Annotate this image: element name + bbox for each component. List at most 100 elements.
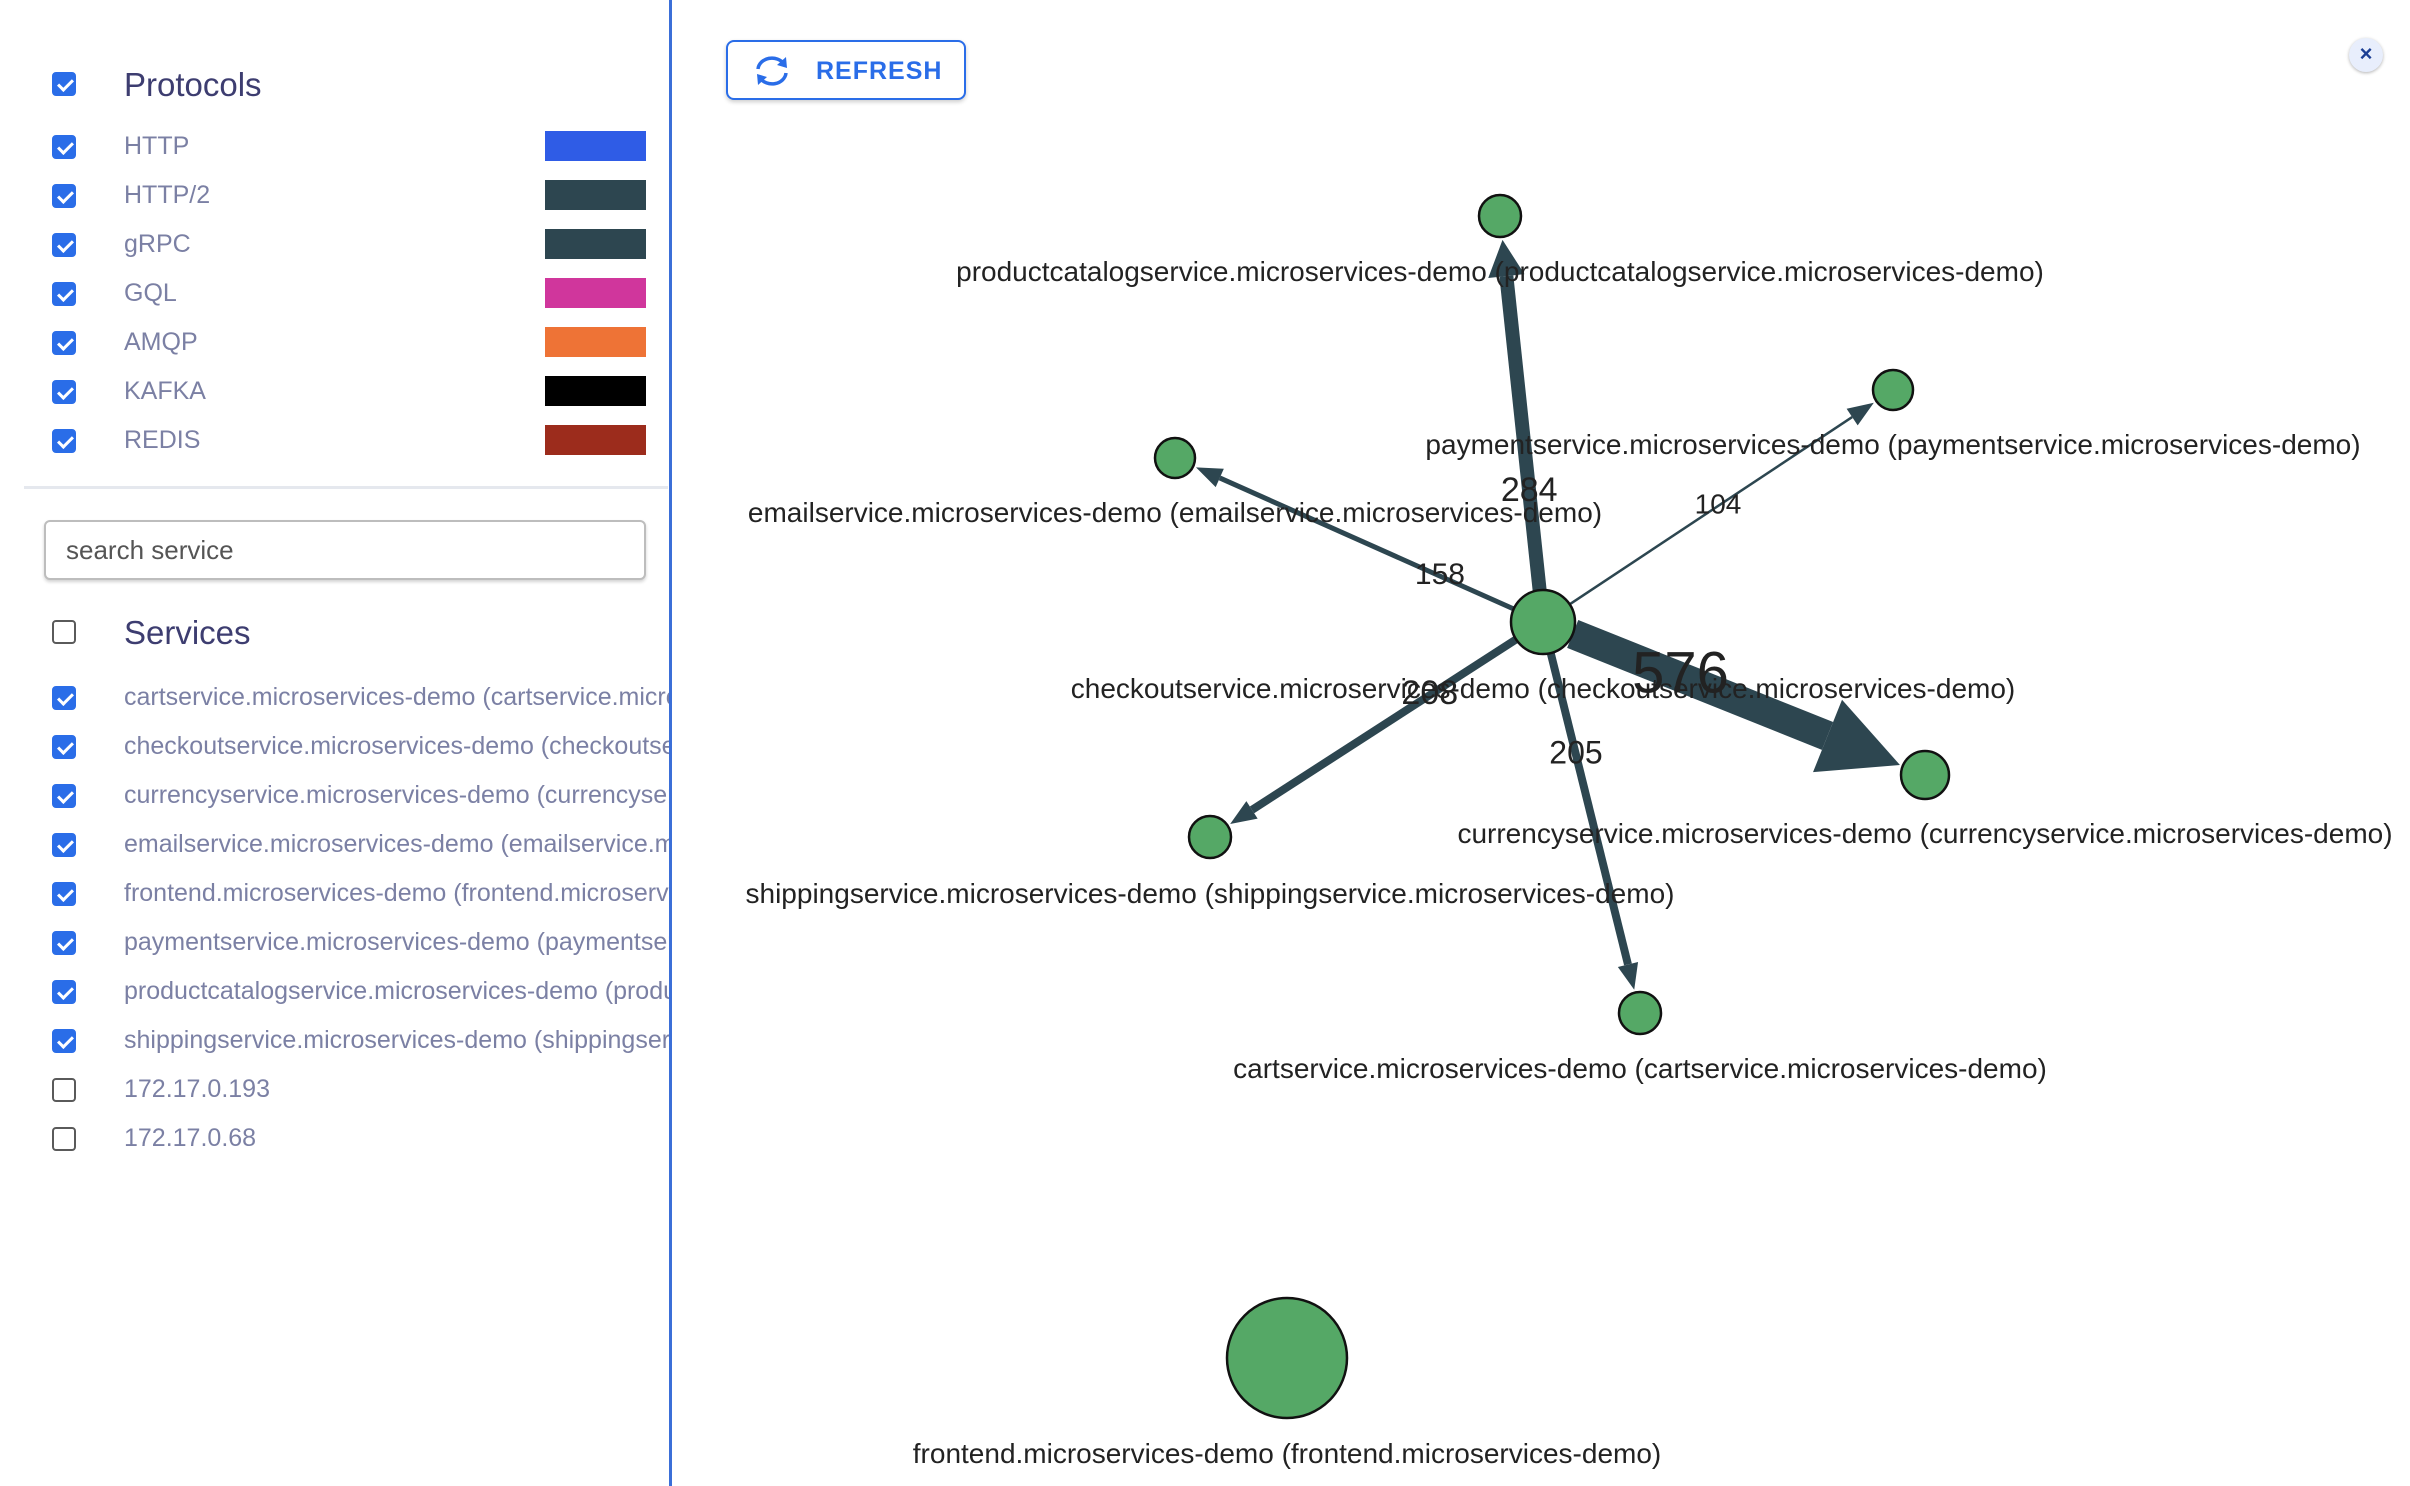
- edge-arrowhead: [1230, 801, 1258, 824]
- edge-arrowhead: [1196, 467, 1224, 488]
- graph-node-paymentservice[interactable]: paymentservice.microservices-demo (payme…: [1425, 368, 2361, 460]
- service-checkbox[interactable]: [52, 980, 76, 1004]
- protocol-checkbox-gql[interactable]: [52, 282, 76, 306]
- graph-node-shippingservice[interactable]: shippingservice.microservices-demo (ship…: [746, 814, 1675, 909]
- edge-shippingservice[interactable]: [1249, 635, 1519, 814]
- service-row: checkoutservice.microservices-demo (chec…: [0, 727, 669, 767]
- graph-node-checkoutservice[interactable]: checkoutservice.microservices-demo (chec…: [1071, 588, 2016, 704]
- service-checkbox[interactable]: [52, 1127, 76, 1151]
- service-checkbox[interactable]: [52, 882, 76, 906]
- nodes-layer: productcatalogservice.microservices-demo…: [746, 193, 2393, 1469]
- edge-count-label: 158: [1415, 558, 1465, 591]
- node-circle[interactable]: [1187, 814, 1233, 860]
- close-icon: ×: [2359, 41, 2373, 66]
- protocol-row-redis: REDIS: [0, 421, 669, 461]
- graph-node-currencyservice[interactable]: currencyservice.microservices-demo (curr…: [1457, 749, 2393, 849]
- protocol-color-swatch: [545, 327, 646, 357]
- edge-currencyservice[interactable]: [1567, 619, 1834, 750]
- service-row: 172.17.0.68: [0, 1119, 669, 1159]
- node-circle[interactable]: [1477, 193, 1523, 239]
- protocol-checkbox-amqp[interactable]: [52, 331, 76, 355]
- filter-sidebar: Protocols HTTP HTTP/2 gRPC GQL AMQP KAFK…: [0, 0, 672, 1486]
- edge-arrowhead: [1617, 961, 1639, 990]
- close-button[interactable]: ×: [2349, 38, 2383, 72]
- graph-node-cartservice[interactable]: cartservice.microservices-demo (cartserv…: [1233, 990, 2047, 1084]
- protocol-row-gql: GQL: [0, 274, 669, 314]
- protocols-title: Protocols: [124, 66, 262, 103]
- service-checkbox[interactable]: [52, 931, 76, 955]
- service-label: productcatalogservice.microservices-demo…: [124, 977, 669, 1005]
- edge-cartservice[interactable]: [1546, 652, 1632, 966]
- service-label: cartservice.microservices-demo (cartserv…: [124, 683, 669, 711]
- service-row: paymentservice.microservices-demo (payme…: [0, 923, 669, 963]
- service-row: emailservice.microservices-demo (emailse…: [0, 825, 672, 865]
- node-label: cartservice.microservices-demo (cartserv…: [1233, 1053, 2047, 1084]
- service-row: shippingservice.microservices-demo (ship…: [0, 1021, 669, 1061]
- services-title: Services: [124, 614, 251, 651]
- service-checkbox[interactable]: [52, 784, 76, 808]
- service-label: 172.17.0.68: [124, 1124, 257, 1152]
- protocol-checkbox-http2[interactable]: [52, 184, 76, 208]
- protocol-label: HTTP/2: [124, 181, 211, 209]
- protocol-color-swatch: [545, 425, 646, 455]
- graph-node-emailservice[interactable]: emailservice.microservices-demo (emailse…: [748, 436, 1602, 528]
- protocol-color-swatch: [545, 131, 646, 161]
- protocol-label: GQL: [124, 279, 177, 307]
- protocol-checkbox-kafka[interactable]: [52, 380, 76, 404]
- protocol-label: gRPC: [124, 230, 191, 258]
- edge-arrowhead: [1813, 699, 1900, 773]
- service-label: 172.17.0.193: [124, 1075, 270, 1103]
- services-header: Services: [0, 608, 669, 656]
- node-circle[interactable]: [1871, 368, 1915, 412]
- edge-paymentservice[interactable]: [1568, 416, 1853, 606]
- refresh-button[interactable]: REFRESH: [726, 40, 966, 100]
- node-label: emailservice.microservices-demo (emailse…: [748, 497, 1602, 528]
- service-label: checkoutservice.microservices-demo (chec…: [124, 732, 669, 760]
- service-label: frontend.microservices-demo (frontend.mi…: [124, 879, 669, 907]
- node-circle[interactable]: [1225, 1296, 1349, 1420]
- protocol-checkbox-http[interactable]: [52, 135, 76, 159]
- protocol-checkbox-redis[interactable]: [52, 429, 76, 453]
- services-select-all-checkbox[interactable]: [52, 620, 76, 644]
- service-checkbox[interactable]: [52, 833, 76, 857]
- graph-node-frontend[interactable]: frontend.microservices-demo (frontend.mi…: [913, 1296, 1661, 1469]
- refresh-button-label: REFRESH: [816, 57, 943, 85]
- edge-count-label: 284: [1501, 471, 1558, 509]
- edge-emailservice[interactable]: [1218, 475, 1515, 612]
- service-row: 172.17.0.193: [0, 1070, 669, 1110]
- service-checkbox[interactable]: [52, 1078, 76, 1102]
- service-checkbox[interactable]: [52, 735, 76, 759]
- protocols-header: Protocols: [0, 60, 669, 108]
- edge-productcatalogservice[interactable]: [1499, 275, 1547, 591]
- node-label: checkoutservice.microservices-demo (chec…: [1071, 673, 2016, 704]
- protocol-label: KAFKA: [124, 377, 206, 405]
- node-circle[interactable]: [1153, 436, 1197, 480]
- service-map-graph[interactable]: productcatalogservice.microservices-demo…: [675, 0, 2410, 1486]
- protocol-row-http2: HTTP/2: [0, 176, 669, 216]
- refresh-icon: [756, 56, 788, 86]
- service-checkbox[interactable]: [52, 1029, 76, 1053]
- protocol-row-http: HTTP: [0, 127, 669, 167]
- protocols-select-all-checkbox[interactable]: [52, 72, 76, 96]
- edge-count-label: 208: [1401, 674, 1458, 712]
- edge-count-label: 104: [1695, 488, 1742, 519]
- protocol-checkbox-grpc[interactable]: [52, 233, 76, 257]
- node-label: productcatalogservice.microservices-demo…: [956, 256, 2044, 287]
- protocol-row-grpc: gRPC: [0, 225, 669, 265]
- node-circle[interactable]: [1899, 749, 1951, 801]
- protocol-label: AMQP: [124, 328, 198, 356]
- node-circle[interactable]: [1509, 588, 1577, 656]
- edge-count-label: 205: [1549, 734, 1602, 770]
- node-label: paymentservice.microservices-demo (payme…: [1425, 429, 2360, 460]
- sidebar-divider: [24, 486, 668, 489]
- edge-labels-layer: 284 104 158 576 208 205: [1401, 471, 1741, 770]
- search-service-input[interactable]: [44, 520, 646, 580]
- protocol-row-kafka: KAFKA: [0, 372, 669, 412]
- service-row: frontend.microservices-demo (frontend.mi…: [0, 874, 669, 914]
- graph-node-productcatalogservice[interactable]: productcatalogservice.microservices-demo…: [956, 193, 2044, 287]
- node-circle[interactable]: [1617, 990, 1663, 1036]
- protocol-color-swatch: [545, 180, 646, 210]
- protocol-row-amqp: AMQP: [0, 323, 669, 363]
- service-label: emailservice.microservices-demo (emailse…: [124, 830, 672, 858]
- service-checkbox[interactable]: [52, 686, 76, 710]
